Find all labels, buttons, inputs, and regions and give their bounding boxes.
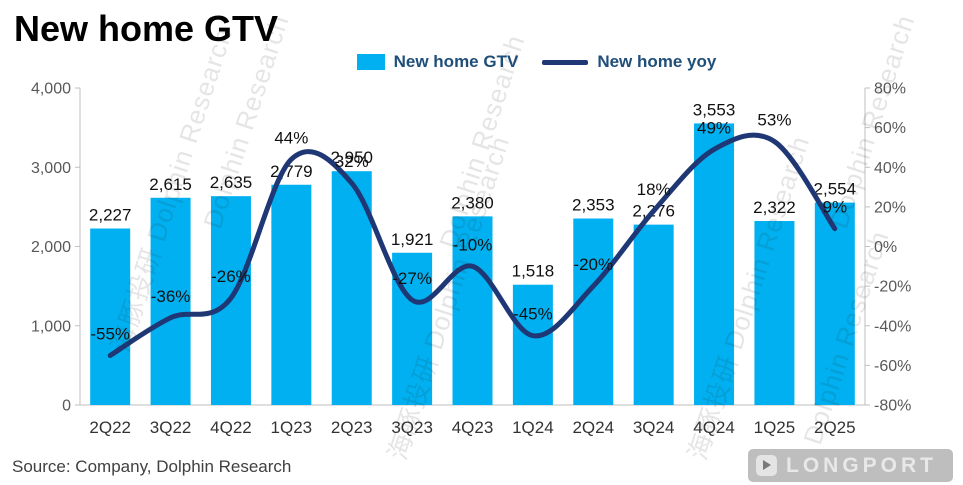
page-title: New home GTV xyxy=(14,8,279,49)
bar-value-label: 1,921 xyxy=(391,230,434,249)
right-axis-tick-label: 0% xyxy=(874,239,897,256)
x-axis-category-label: 2Q22 xyxy=(89,418,131,437)
bar-value-label: 2,779 xyxy=(270,162,313,181)
gtv-bar xyxy=(90,228,131,405)
yoy-value-label: 53% xyxy=(757,110,791,129)
yoy-value-label: -55% xyxy=(90,324,130,343)
gtv-bar xyxy=(814,202,855,405)
bar-value-label: 2,227 xyxy=(89,206,132,225)
bar-series-swatch-icon xyxy=(356,54,385,70)
bar-value-label: 2,322 xyxy=(753,198,796,217)
legend-label-yoy: New home yoy xyxy=(597,52,717,71)
gtv-bar xyxy=(452,216,493,405)
x-axis-category-label: 3Q22 xyxy=(150,418,192,437)
longport-logo: LONGPORT xyxy=(748,449,953,482)
gtv-bar xyxy=(271,184,312,405)
right-axis-tick-label: -80% xyxy=(874,398,911,415)
right-axis-tick-label: 20% xyxy=(874,199,906,216)
gtv-bar xyxy=(694,123,735,406)
bar-value-label: 1,518 xyxy=(512,262,555,281)
left-axis-tick-label: 3,000 xyxy=(31,160,71,177)
legend-item-gtv: New home GTV xyxy=(356,52,519,72)
yoy-value-label: -45% xyxy=(513,305,553,324)
x-axis-category-label: 2Q24 xyxy=(572,418,614,437)
bar-value-label: 3,553 xyxy=(693,100,736,119)
x-axis-category-label: 3Q23 xyxy=(391,418,433,437)
yoy-value-label: -36% xyxy=(151,287,191,306)
x-axis-category-label: 4Q23 xyxy=(452,418,494,437)
x-axis-category-label: 4Q24 xyxy=(693,418,735,437)
left-axis-tick-label: 1,000 xyxy=(31,318,71,335)
yoy-line xyxy=(107,132,838,358)
gtv-bar xyxy=(573,218,614,405)
yoy-value-label: 9% xyxy=(823,198,848,217)
bar-value-label: 2,353 xyxy=(572,196,615,215)
longport-icon xyxy=(756,455,777,476)
yoy-value-label: -20% xyxy=(573,255,613,274)
gtv-bar xyxy=(150,197,191,405)
legend-item-yoy: New home yoy xyxy=(542,52,716,72)
yoy-value-label: -26% xyxy=(211,267,251,286)
left-axis-tick-label: 4,000 xyxy=(31,81,71,98)
chart-legend: New home GTV New home yoy xyxy=(55,52,963,72)
longport-label: LONGPORT xyxy=(786,453,937,477)
x-axis-category-label: 2Q25 xyxy=(814,418,856,437)
x-axis-category-label: 1Q25 xyxy=(754,418,796,437)
gtv-bar xyxy=(754,220,795,405)
right-axis-tick-label: 60% xyxy=(874,120,906,137)
legend-label-gtv: New home GTV xyxy=(393,52,519,71)
right-axis-tick-label: -40% xyxy=(874,318,911,335)
bar-value-label: 2,615 xyxy=(149,175,192,194)
left-axis-tick-label: 2,000 xyxy=(31,239,71,256)
yoy-value-label: 18% xyxy=(637,180,671,199)
gtv-bar xyxy=(633,224,674,405)
x-axis-category-label: 1Q24 xyxy=(512,418,554,437)
yoy-value-label: 49% xyxy=(697,118,731,137)
yoy-value-label: -27% xyxy=(392,269,432,288)
x-axis-category-label: 4Q22 xyxy=(210,418,252,437)
x-axis-category-label: 1Q23 xyxy=(271,418,313,437)
gtv-bar xyxy=(512,284,553,405)
yoy-value-label: 44% xyxy=(274,128,308,147)
bar-value-label: 2,380 xyxy=(451,193,494,212)
source-note: Source: Company, Dolphin Research xyxy=(12,457,292,476)
yoy-value-label: -10% xyxy=(453,235,493,254)
x-axis-category-label: 2Q23 xyxy=(331,418,373,437)
left-axis-tick-label: 0 xyxy=(62,398,71,415)
line-series-swatch-icon xyxy=(542,59,589,65)
right-axis-tick-label: -20% xyxy=(874,279,911,296)
bar-value-label: 2,950 xyxy=(330,148,373,167)
bar-value-label: 2,554 xyxy=(814,180,857,199)
right-axis-tick-label: 40% xyxy=(874,160,906,177)
bar-value-label: 2,635 xyxy=(210,173,253,192)
yoy-value-label: 32% xyxy=(335,152,369,171)
x-axis-category-label: 3Q24 xyxy=(633,418,675,437)
right-axis-tick-label: 80% xyxy=(874,81,906,98)
right-axis-tick-label: -60% xyxy=(874,358,911,375)
